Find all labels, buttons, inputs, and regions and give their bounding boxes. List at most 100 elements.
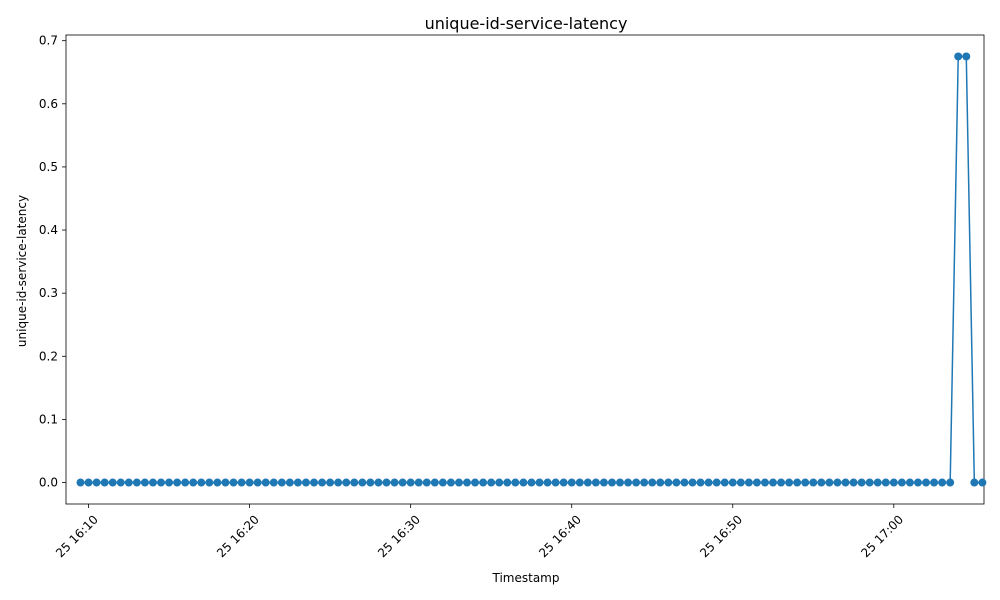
data-point bbox=[616, 478, 625, 487]
data-point bbox=[704, 478, 713, 487]
data-point bbox=[350, 478, 359, 487]
data-point bbox=[833, 478, 842, 487]
data-point bbox=[503, 478, 512, 487]
x-tick-label: 25 17:00 bbox=[858, 512, 906, 560]
data-point bbox=[398, 478, 407, 487]
data-point bbox=[76, 478, 85, 487]
data-point bbox=[607, 478, 616, 487]
data-point bbox=[430, 478, 439, 487]
data-point bbox=[463, 478, 472, 487]
data-point bbox=[269, 478, 278, 487]
x-tick-label: 25 16:30 bbox=[375, 512, 423, 560]
data-point bbox=[535, 478, 544, 487]
chart-title: unique-id-service-latency bbox=[425, 14, 628, 33]
data-point bbox=[873, 478, 882, 487]
data-point bbox=[253, 478, 262, 487]
data-point bbox=[390, 478, 399, 487]
y-tick-label: 0.6 bbox=[39, 97, 58, 111]
data-point bbox=[946, 478, 955, 487]
data-point bbox=[148, 478, 157, 487]
data-point bbox=[865, 478, 874, 487]
data-point bbox=[817, 478, 826, 487]
x-tick-label: 25 16:20 bbox=[214, 512, 262, 560]
data-point bbox=[84, 478, 93, 487]
data-point bbox=[889, 478, 898, 487]
data-point bbox=[318, 478, 327, 487]
data-point bbox=[326, 478, 335, 487]
data-point bbox=[124, 478, 133, 487]
data-point bbox=[527, 478, 536, 487]
data-point bbox=[511, 478, 520, 487]
data-point bbox=[680, 478, 689, 487]
data-point bbox=[599, 478, 608, 487]
data-point bbox=[922, 478, 931, 487]
data-point bbox=[849, 478, 858, 487]
data-point bbox=[809, 478, 818, 487]
data-point bbox=[640, 478, 649, 487]
data-point bbox=[342, 478, 351, 487]
data-point bbox=[728, 478, 737, 487]
data-point bbox=[954, 52, 963, 61]
data-point bbox=[752, 478, 761, 487]
data-point bbox=[229, 478, 238, 487]
y-tick-label: 0.5 bbox=[39, 160, 58, 174]
data-point bbox=[559, 478, 568, 487]
data-point bbox=[624, 478, 633, 487]
data-point bbox=[825, 478, 834, 487]
data-point bbox=[543, 478, 552, 487]
data-point bbox=[881, 478, 890, 487]
data-point bbox=[358, 478, 367, 487]
data-point bbox=[785, 478, 794, 487]
data-point bbox=[438, 478, 447, 487]
data-point bbox=[551, 478, 560, 487]
data-point bbox=[938, 478, 947, 487]
series-line bbox=[80, 55, 983, 484]
data-point bbox=[591, 478, 600, 487]
data-point bbox=[157, 478, 166, 487]
data-point bbox=[374, 478, 383, 487]
data-point bbox=[712, 478, 721, 487]
data-point bbox=[406, 478, 415, 487]
data-point bbox=[583, 478, 592, 487]
data-point bbox=[736, 478, 745, 487]
data-point bbox=[519, 478, 528, 487]
data-point bbox=[495, 478, 504, 487]
data-point bbox=[688, 478, 697, 487]
data-point bbox=[366, 478, 375, 487]
data-point bbox=[205, 478, 214, 487]
data-point bbox=[760, 478, 769, 487]
data-point bbox=[720, 478, 729, 487]
data-point bbox=[897, 478, 906, 487]
y-tick-label: 0.3 bbox=[39, 286, 58, 300]
data-point bbox=[301, 478, 310, 487]
data-point bbox=[696, 478, 705, 487]
data-point bbox=[487, 478, 496, 487]
data-point bbox=[744, 478, 753, 487]
data-point bbox=[285, 478, 294, 487]
data-point bbox=[237, 478, 246, 487]
x-tick-label: 25 16:10 bbox=[53, 512, 101, 560]
data-point bbox=[801, 478, 810, 487]
data-point bbox=[567, 478, 576, 487]
data-point bbox=[132, 478, 141, 487]
data-point bbox=[970, 478, 979, 487]
y-tick-label: 0.2 bbox=[39, 349, 58, 363]
data-point bbox=[189, 478, 198, 487]
data-point bbox=[181, 478, 190, 487]
data-point bbox=[656, 478, 665, 487]
data-point bbox=[382, 478, 391, 487]
x-tick-label: 25 16:50 bbox=[697, 512, 745, 560]
y-tick-label: 0.7 bbox=[39, 34, 58, 48]
data-point bbox=[664, 478, 673, 487]
data-point bbox=[962, 52, 971, 61]
data-point bbox=[793, 478, 802, 487]
data-point bbox=[245, 478, 254, 487]
data-point bbox=[108, 478, 117, 487]
axes-frame bbox=[65, 34, 985, 505]
data-point bbox=[310, 478, 319, 487]
data-point bbox=[293, 478, 302, 487]
data-point bbox=[575, 478, 584, 487]
data-point bbox=[471, 478, 480, 487]
data-point bbox=[277, 478, 286, 487]
data-point bbox=[978, 478, 987, 487]
